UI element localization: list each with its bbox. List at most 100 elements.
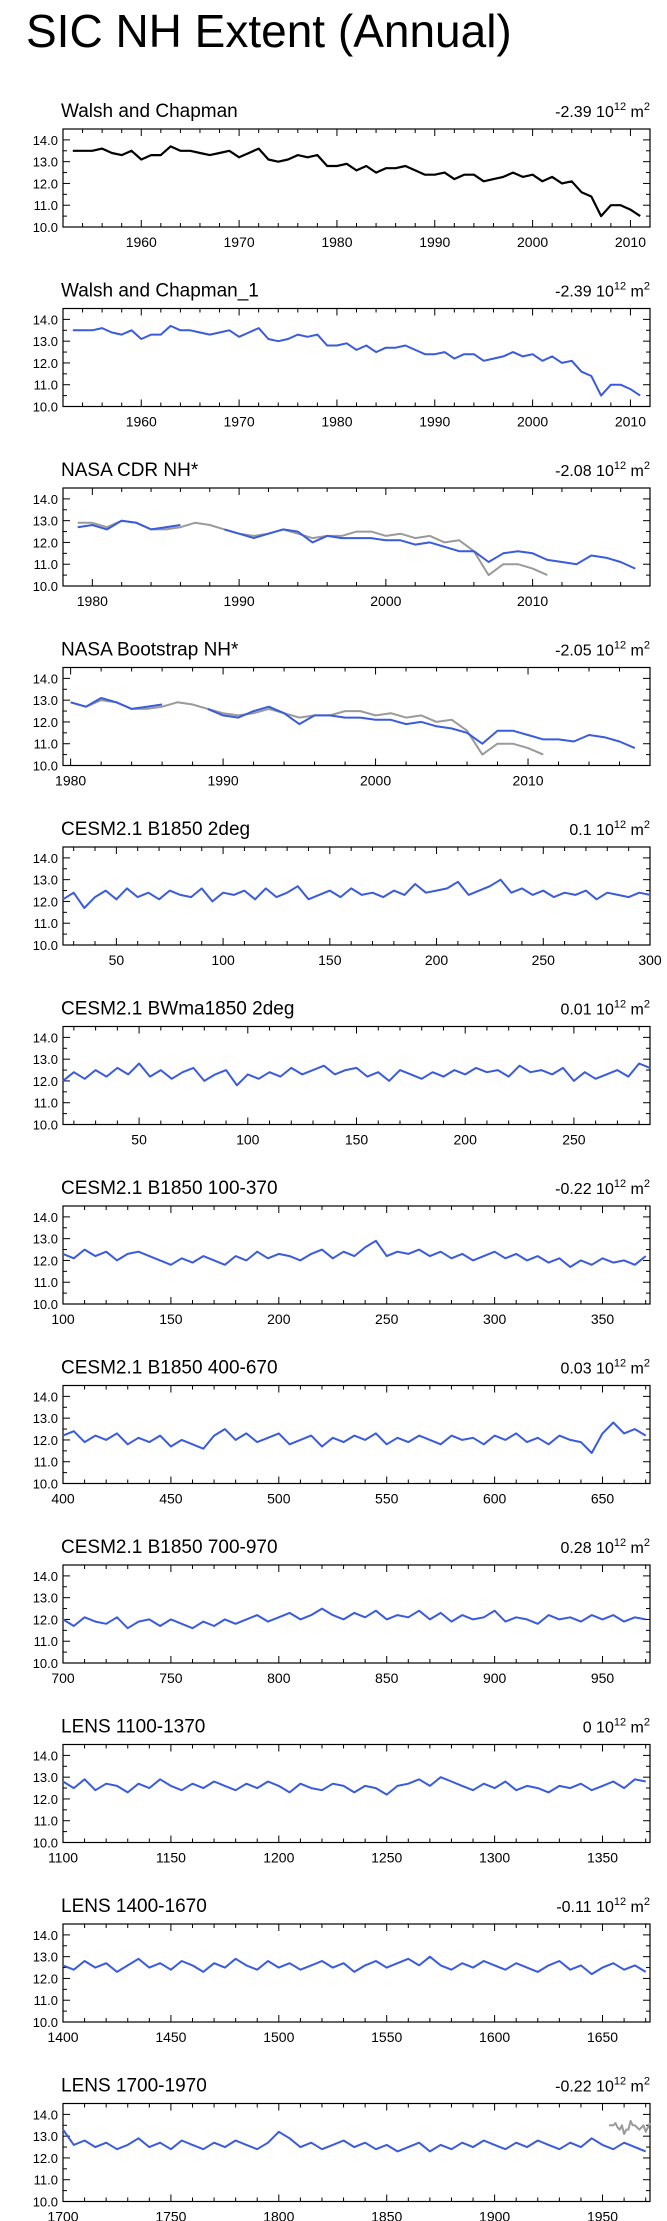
y-tick-label: 11.0 bbox=[34, 378, 58, 393]
trend-unit: m bbox=[626, 2079, 644, 2096]
trend-value: -2.05 10 bbox=[555, 643, 614, 660]
x-tick-label: 800 bbox=[267, 1670, 291, 1686]
trend-value: 0.01 10 bbox=[560, 1002, 613, 1019]
plot-frame bbox=[62, 128, 651, 228]
y-tick-label: 10.0 bbox=[33, 759, 58, 774]
series-line-blue bbox=[77, 519, 636, 570]
series-line-blue bbox=[62, 2129, 647, 2153]
trend-exponent: 12 bbox=[614, 1717, 626, 1729]
x-tick-label: 2000 bbox=[517, 414, 548, 430]
chart-panel-4: NASA Bootstrap NH* -2.05 1012 m2 10.0 11.0 1… bbox=[33, 640, 651, 789]
series-line-blue bbox=[62, 1421, 647, 1454]
series-line-gray bbox=[609, 2119, 651, 2135]
x-tick-label: 1750 bbox=[155, 2209, 186, 2221]
x-tick-label: 450 bbox=[159, 1491, 183, 1507]
x-tick-label: 1970 bbox=[224, 234, 255, 250]
series-line-blue bbox=[62, 1607, 646, 1630]
trend-value: 0 10 bbox=[583, 1720, 614, 1737]
x-tick-label: 1650 bbox=[587, 2029, 618, 2045]
x-tick-label: 1980 bbox=[77, 593, 108, 609]
chart-panel-5: CESM2.1 B1850 2deg 0.1 1012 m2 10.0 11.0 12.… bbox=[33, 819, 662, 968]
trend-unit: m bbox=[626, 104, 644, 121]
plot-frame bbox=[62, 2102, 651, 2203]
x-tick-label: 150 bbox=[345, 1132, 369, 1148]
x-tick-label: 400 bbox=[51, 1491, 75, 1507]
x-tick-label: 1980 bbox=[55, 773, 86, 789]
trend-unit-exponent: 2 bbox=[644, 1358, 650, 1370]
chart-panel-2: Walsh and Chapman_1 -2.39 1012 m2 10.0 11.0… bbox=[33, 281, 651, 430]
trend-exponent: 12 bbox=[614, 281, 626, 293]
trend-unit: m bbox=[626, 1720, 644, 1737]
trend-annotation: -0.22 1012 m2 bbox=[555, 2076, 650, 2096]
trend-annotation: 0.28 1012 m2 bbox=[560, 1537, 650, 1557]
trend-value: -0.22 10 bbox=[555, 1181, 614, 1198]
plot-frame bbox=[62, 1564, 651, 1664]
x-tick-label: 950 bbox=[591, 1670, 615, 1686]
x-tick-label: 2010 bbox=[615, 234, 646, 250]
y-tick-label: 11.0 bbox=[34, 737, 58, 752]
trend-annotation: -2.39 1012 m2 bbox=[555, 281, 650, 301]
plot-frame bbox=[62, 1384, 651, 1485]
x-tick-label: 1850 bbox=[371, 2209, 402, 2221]
y-tick-label: 14.0 bbox=[33, 1748, 58, 1763]
trend-annotation: 0 1012 m2 bbox=[583, 1717, 650, 1737]
trend-annotation: 0.1 1012 m2 bbox=[569, 819, 650, 839]
trend-annotation: -2.39 1012 m2 bbox=[555, 101, 650, 121]
trend-unit-exponent: 2 bbox=[644, 819, 650, 831]
trend-unit: m bbox=[626, 1540, 644, 1557]
panel-title: NASA Bootstrap NH* bbox=[61, 640, 239, 661]
x-tick-label: 1250 bbox=[371, 1850, 402, 1866]
y-tick-label: 12.0 bbox=[33, 1792, 58, 1807]
y-tick-label: 11.0 bbox=[34, 916, 58, 931]
trend-unit-exponent: 2 bbox=[644, 999, 650, 1011]
x-tick-label: 1960 bbox=[126, 234, 157, 250]
x-tick-label: 700 bbox=[51, 1670, 75, 1686]
panel-title: LENS 1700-1970 bbox=[61, 2076, 207, 2097]
page-title: SIC NH Extent (Annual) bbox=[26, 5, 512, 57]
y-tick-label: 12.0 bbox=[33, 356, 58, 371]
plot-frame bbox=[62, 1205, 651, 1305]
y-tick-label: 11.0 bbox=[34, 1993, 58, 2008]
trend-exponent: 12 bbox=[614, 1178, 626, 1190]
series-line-blue bbox=[62, 1955, 647, 1976]
trend-value: 0.1 10 bbox=[569, 822, 614, 839]
x-tick-label: 2000 bbox=[517, 234, 548, 250]
trend-unit-exponent: 2 bbox=[644, 101, 650, 113]
chart-panel-6: CESM2.1 BWma1850 2deg 0.01 1012 m2 10.0 11.… bbox=[33, 999, 651, 1148]
trend-unit: m bbox=[626, 1361, 644, 1378]
trend-annotation: -0.11 1012 m2 bbox=[556, 1896, 650, 1916]
x-tick-label: 150 bbox=[159, 1311, 183, 1327]
y-tick-label: 10.0 bbox=[33, 2015, 58, 2030]
x-tick-label: 1980 bbox=[321, 414, 352, 430]
x-tick-label: 1990 bbox=[419, 414, 450, 430]
trend-value: -0.22 10 bbox=[555, 2079, 614, 2096]
x-tick-label: 50 bbox=[131, 1132, 147, 1148]
x-tick-label: 1700 bbox=[47, 2209, 78, 2221]
y-tick-label: 12.0 bbox=[33, 535, 58, 550]
trend-exponent: 12 bbox=[614, 1537, 626, 1549]
y-tick-label: 11.0 bbox=[34, 1275, 58, 1290]
panel-title: LENS 1400-1670 bbox=[61, 1896, 207, 1917]
panel-title: CESM2.1 B1850 100-370 bbox=[61, 1178, 278, 1199]
trend-unit-exponent: 2 bbox=[644, 1717, 650, 1729]
chart-panel-3: NASA CDR NH* -2.08 1012 m2 10.0 11.0 12.0 13.… bbox=[33, 460, 651, 609]
plot-frame bbox=[62, 1743, 651, 1844]
y-tick-label: 10.0 bbox=[33, 400, 58, 415]
x-tick-label: 550 bbox=[375, 1491, 399, 1507]
x-tick-label: 150 bbox=[318, 952, 342, 968]
x-tick-label: 1100 bbox=[48, 1850, 78, 1866]
y-tick-label: 10.0 bbox=[33, 938, 58, 953]
x-tick-label: 1970 bbox=[224, 414, 255, 430]
trend-exponent: 12 bbox=[614, 1358, 626, 1370]
x-tick-label: 200 bbox=[454, 1132, 478, 1148]
trend-exponent: 12 bbox=[614, 999, 626, 1011]
y-tick-label: 14.0 bbox=[33, 851, 58, 866]
y-tick-label: 13.0 bbox=[33, 334, 58, 349]
series-line-gray bbox=[70, 699, 544, 756]
y-tick-label: 12.0 bbox=[33, 1433, 58, 1448]
plot-frame bbox=[62, 666, 651, 767]
y-tick-label: 12.0 bbox=[33, 1074, 58, 1089]
x-tick-label: 250 bbox=[375, 1311, 399, 1327]
x-tick-label: 2010 bbox=[615, 414, 646, 430]
trend-value: -2.39 10 bbox=[555, 104, 614, 121]
